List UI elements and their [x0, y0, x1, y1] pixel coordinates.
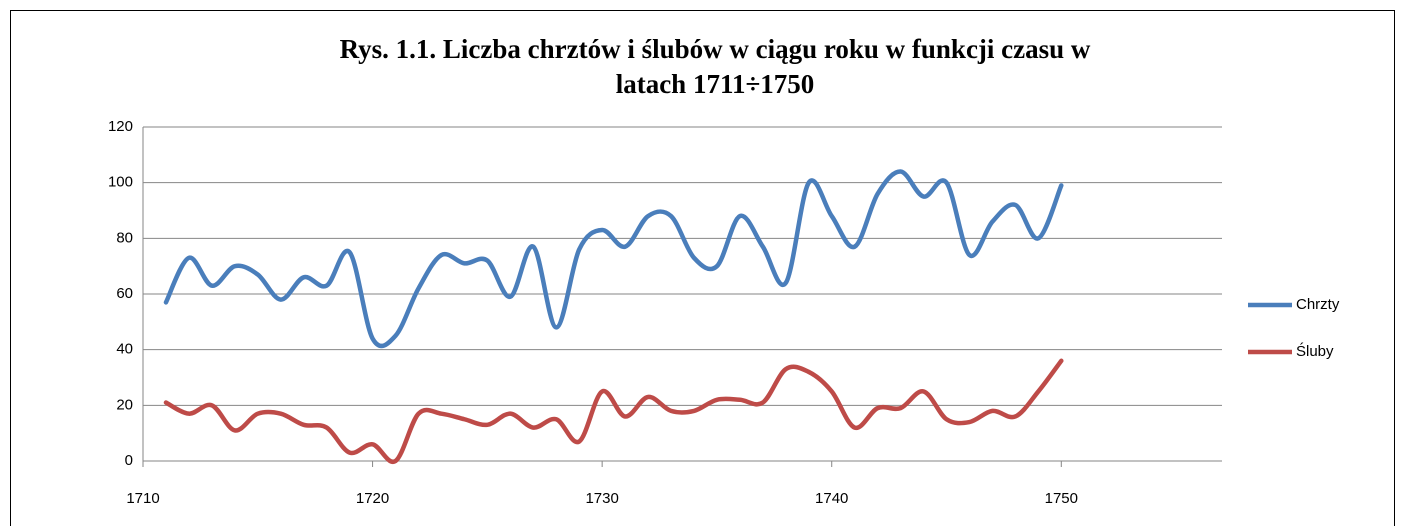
x-tick-label: 1720	[356, 490, 389, 507]
y-tick-label: 60	[116, 285, 133, 302]
x-tick-label: 1740	[815, 490, 848, 507]
y-tick-label: 0	[125, 452, 133, 469]
line-series	[163, 358, 1064, 464]
line-series	[163, 169, 1064, 349]
y-tick-label: 40	[116, 341, 133, 358]
chart-title: latach 1711÷1750	[616, 69, 815, 99]
x-tick-label: 1710	[126, 490, 159, 507]
legend-label: Chrzty	[1296, 296, 1340, 313]
x-tick-label: 1750	[1045, 490, 1078, 507]
legend-label: Śluby	[1296, 342, 1334, 360]
x-tick-label: 1730	[585, 490, 618, 507]
y-tick-label: 80	[116, 229, 133, 246]
chart-title: Rys. 1.1. Liczba chrztów i ślubów w ciąg…	[340, 34, 1091, 64]
y-tick-label: 120	[108, 118, 133, 135]
y-tick-label: 100	[108, 174, 133, 191]
y-tick-label: 20	[116, 396, 133, 413]
